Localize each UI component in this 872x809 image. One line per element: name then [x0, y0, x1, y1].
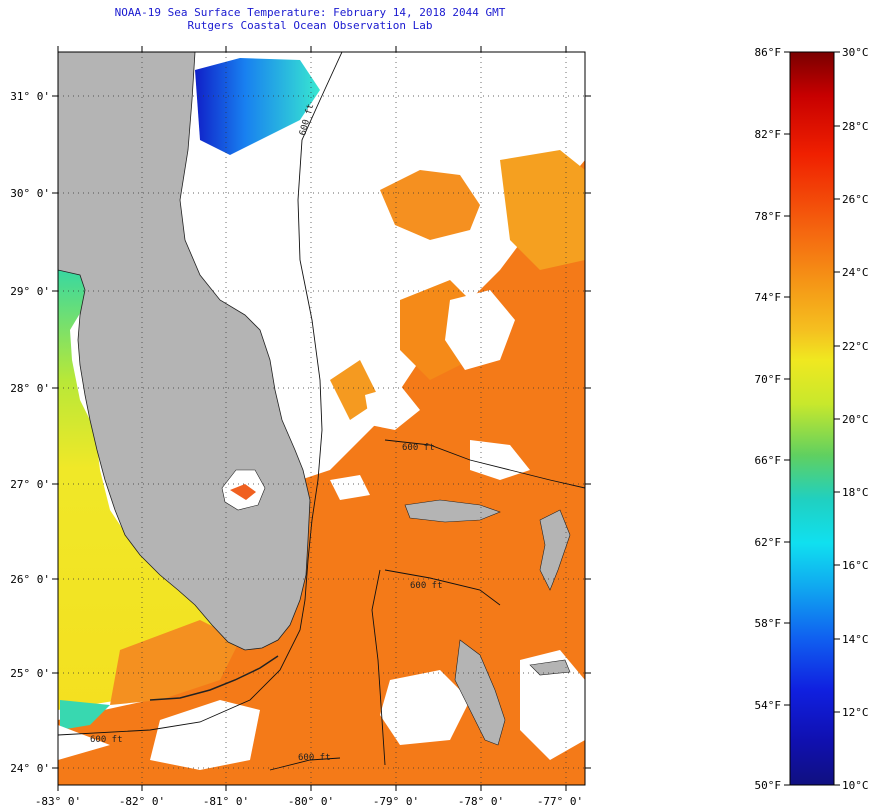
- lat-label-28: 28° 0': [10, 382, 50, 395]
- colorbar-c-14: 14°C: [842, 633, 869, 646]
- lat-label-30: 30° 0': [10, 187, 50, 200]
- colorbar-c-12: 12°C: [842, 706, 869, 719]
- colorbar-f-70: 70°F: [755, 373, 782, 386]
- lat-label-25: 25° 0': [10, 667, 50, 680]
- colorbar-c-18: 18°C: [842, 486, 869, 499]
- colorbar-f-62: 62°F: [755, 536, 782, 549]
- colorbar: 86°F 82°F 78°F 74°F 70°F 66°F 62°F 58°F …: [755, 46, 869, 792]
- colorbar-c-26: 26°C: [842, 193, 869, 206]
- axis-ticks: [52, 46, 591, 791]
- lon-label-77: -77° 0': [537, 795, 583, 808]
- lon-label-80: -80° 0': [288, 795, 334, 808]
- lat-label-31: 31° 0': [10, 90, 50, 103]
- lon-label-82: -82° 0': [119, 795, 165, 808]
- lon-label-79: -79° 0': [373, 795, 419, 808]
- cuba-land: [454, 639, 506, 746]
- sst-map: 600 ft 600 ft 600 ft 600 ft 600 ft: [58, 52, 585, 785]
- isobath-label-keys: 600 ft: [90, 735, 123, 745]
- isobath-label-east: 600 ft: [410, 581, 443, 591]
- graticule: [58, 52, 585, 785]
- isobath-600ft: [58, 52, 585, 771]
- colorbar-f-74: 74°F: [755, 291, 782, 304]
- lon-label-78: -78° 0': [458, 795, 504, 808]
- colorbar-f-82: 82°F: [755, 128, 782, 141]
- isobath-label-south: 600 ft: [298, 753, 331, 763]
- colorbar-c-10: 10°C: [842, 779, 869, 792]
- map-title: NOAA-19 Sea Surface Temperature: Februar…: [114, 6, 506, 19]
- colorbar-c-16: 16°C: [842, 559, 869, 572]
- lon-label-83: -83° 0': [35, 795, 81, 808]
- colorbar-c-20: 20°C: [842, 413, 869, 426]
- lat-label-29: 29° 0': [10, 285, 50, 298]
- colorbar-f-66: 66°F: [755, 454, 782, 467]
- lat-label-27: 27° 0': [10, 478, 50, 491]
- colorbar-f-78: 78°F: [755, 210, 782, 223]
- isobath-label-bahamas: 600 ft: [402, 443, 435, 453]
- bahamas-land: [404, 499, 501, 523]
- lat-label-26: 26° 0': [10, 573, 50, 586]
- colorbar-c-24: 24°C: [842, 266, 869, 279]
- colorbar-gradient: [789, 51, 835, 786]
- colorbar-f-58: 58°F: [755, 617, 782, 630]
- map-frame: [57, 51, 586, 786]
- colorbar-f-54: 54°F: [755, 699, 782, 712]
- colorbar-f-50: 50°F: [755, 779, 782, 792]
- colorbar-c-28: 28°C: [842, 120, 869, 133]
- lon-label-81: -81° 0': [203, 795, 249, 808]
- colorbar-c-22: 22°C: [842, 340, 869, 353]
- colorbar-f-86: 86°F: [755, 46, 782, 59]
- lat-label-24: 24° 0': [10, 762, 50, 775]
- map-subtitle: Rutgers Coastal Ocean Observation Lab: [187, 19, 433, 32]
- colorbar-c-30: 30°C: [842, 46, 869, 59]
- warm-ocean: [58, 160, 585, 785]
